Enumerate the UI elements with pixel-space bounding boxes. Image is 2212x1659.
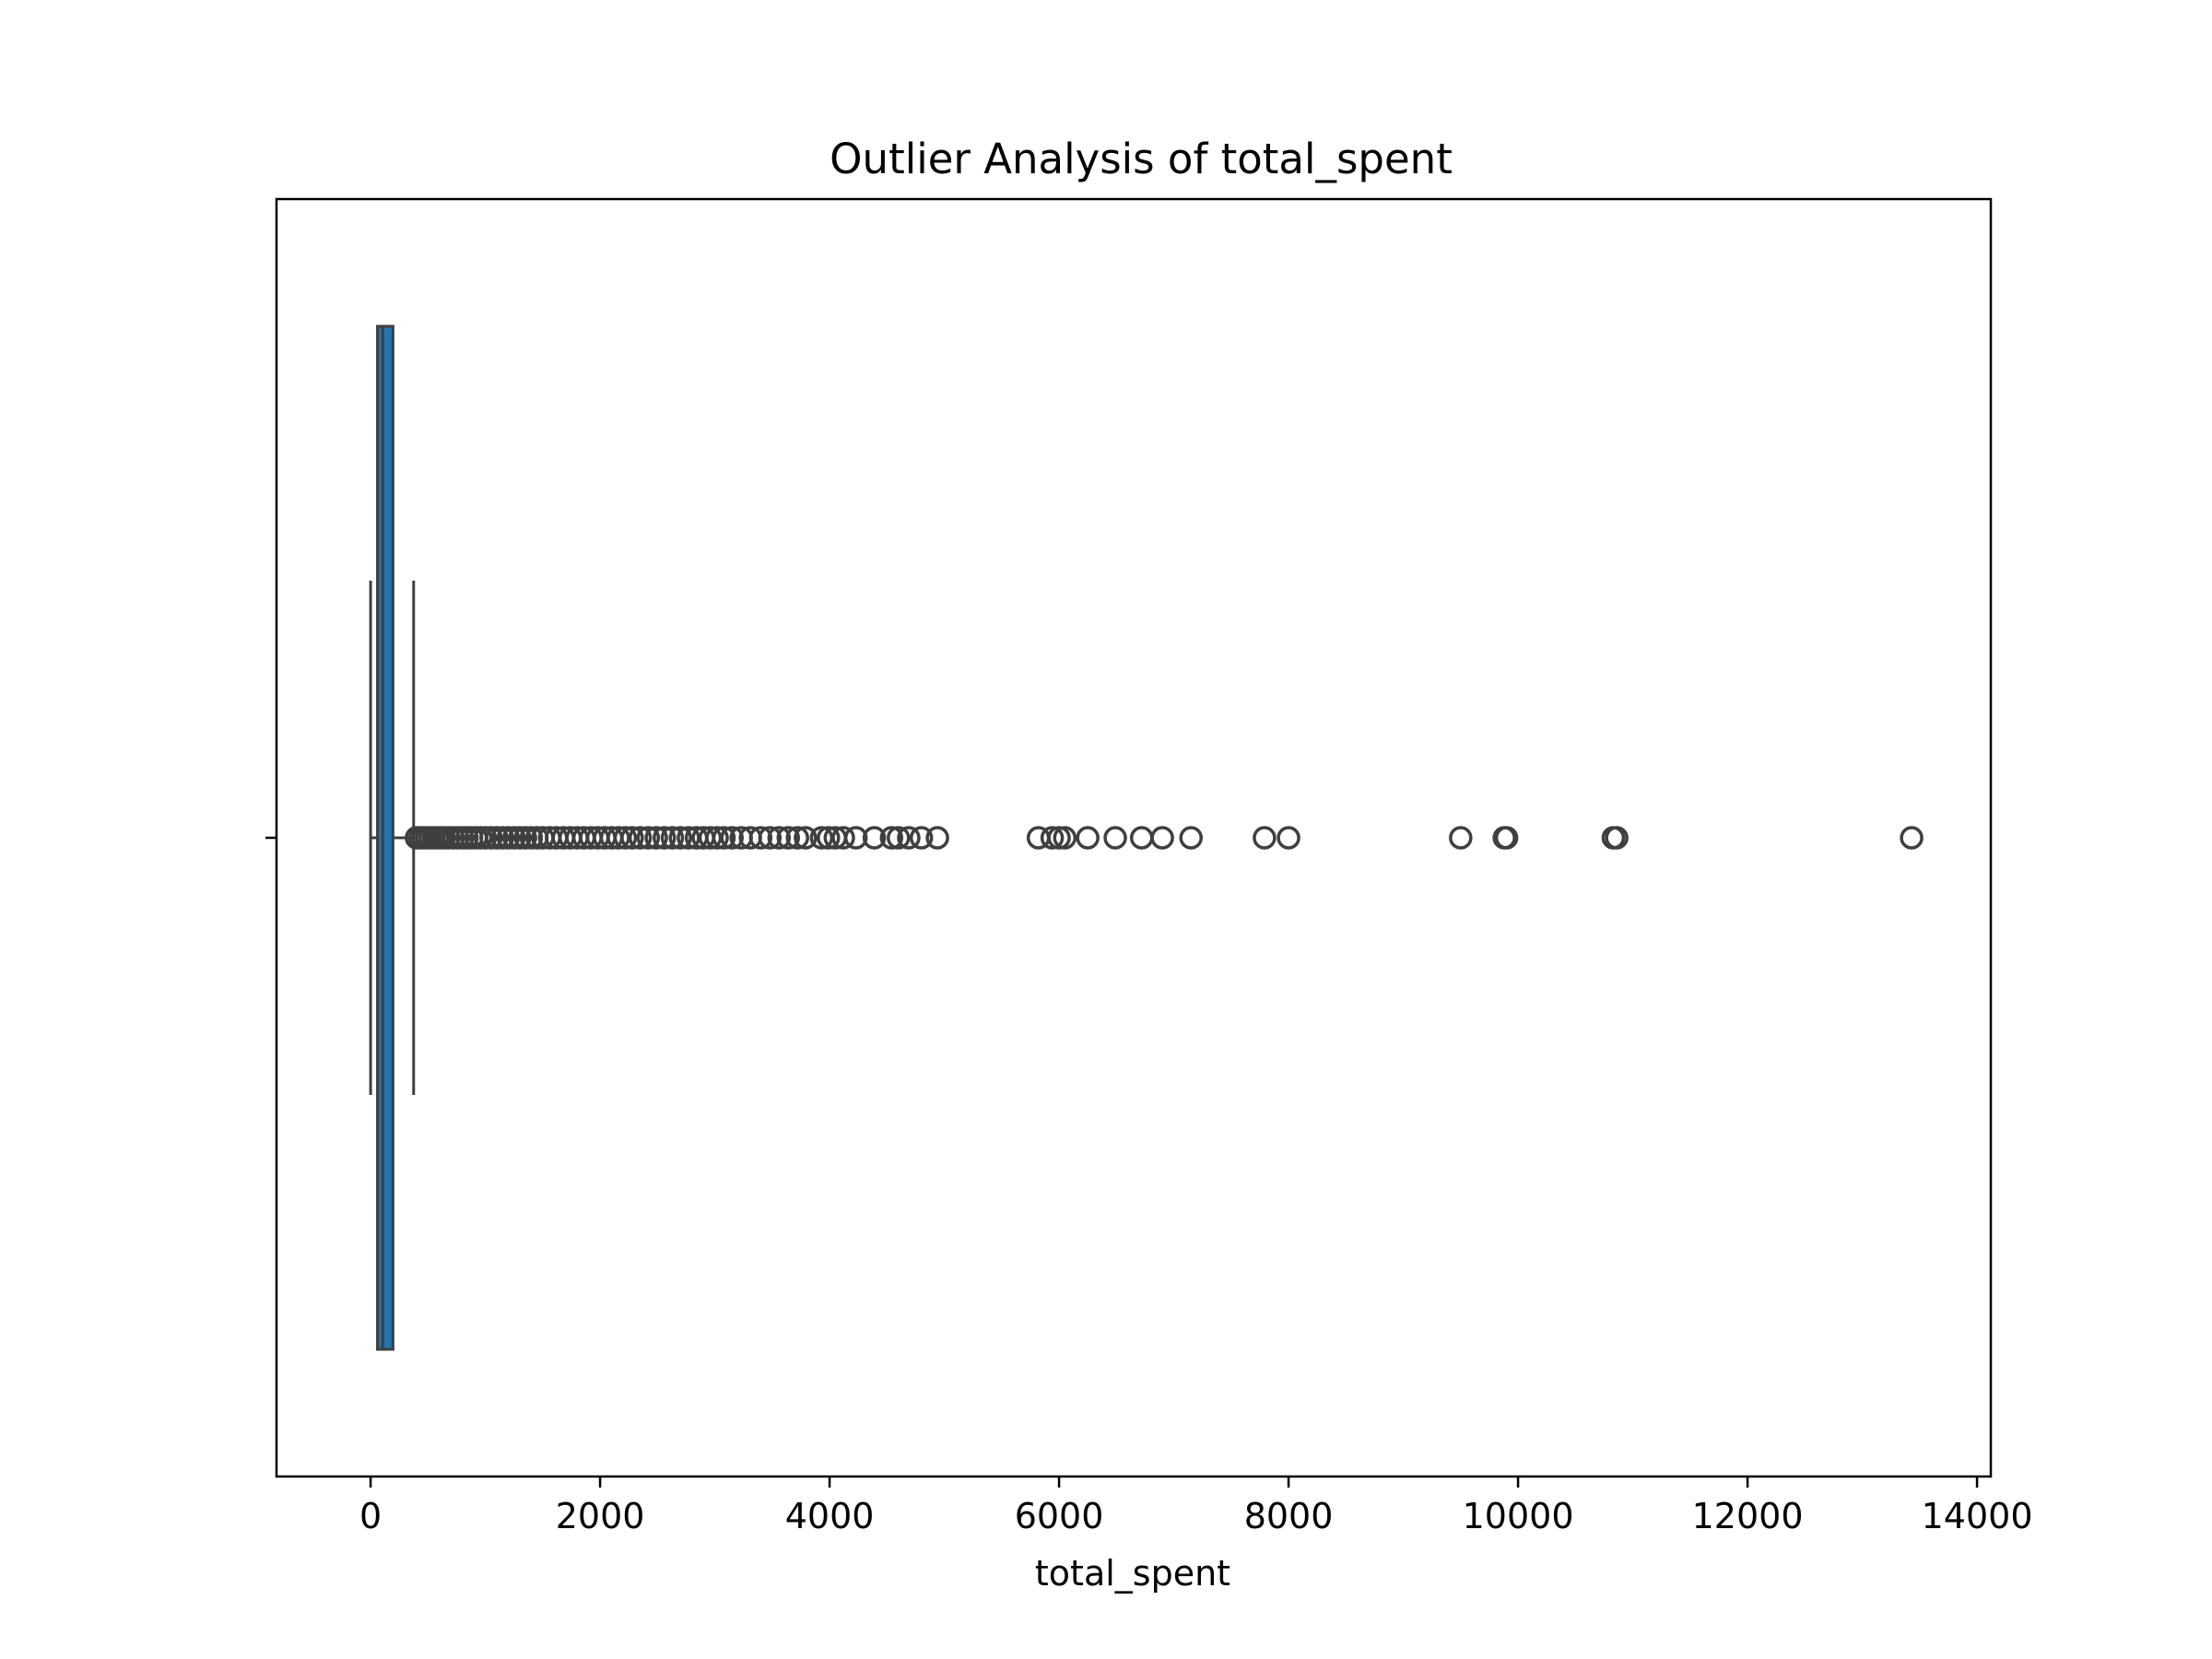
- outlier-point: [653, 826, 677, 850]
- outlier-point: [925, 826, 949, 850]
- outlier-point: [705, 826, 729, 850]
- outlier-point: [817, 826, 841, 850]
- x-tick-label: 0: [359, 1496, 382, 1536]
- x-tick-label: 10000: [1463, 1496, 1574, 1536]
- outlier-point: [1076, 826, 1100, 850]
- x-tick-label: 4000: [785, 1496, 875, 1536]
- outlier-point: [1900, 826, 1924, 850]
- outlier-point: [879, 826, 904, 850]
- outlier-point: [1494, 826, 1519, 850]
- iqr-box: [376, 324, 394, 1351]
- outlier-point: [644, 826, 668, 850]
- outlier-point: [668, 826, 692, 850]
- x-tick-label: 8000: [1244, 1496, 1334, 1536]
- outlier-point: [785, 826, 809, 850]
- chart-title: Outlier Analysis of total_spent: [830, 135, 1453, 183]
- outlier-point: [1277, 826, 1300, 850]
- x-tick-label: 14000: [1922, 1496, 2033, 1536]
- outlier-point: [1179, 826, 1203, 850]
- outlier-point: [712, 826, 736, 850]
- x-axis: 0 2000 4000 6000 8000 10000 12000 14000: [359, 1477, 2033, 1536]
- outlier-point: [1129, 826, 1154, 850]
- outlier-point: [620, 826, 644, 850]
- outlier-point: [1040, 826, 1065, 850]
- outlier-point: [660, 826, 685, 850]
- outlier-point: [613, 826, 638, 850]
- outlier-point: [767, 826, 792, 850]
- plot-marks: [369, 324, 1924, 1351]
- x-tick-label: 2000: [556, 1496, 645, 1536]
- outlier-point: [1150, 826, 1174, 850]
- outlier-point: [794, 826, 818, 850]
- outlier-point: [1053, 826, 1077, 850]
- outlier-point: [1449, 826, 1473, 850]
- outlier-point: [1253, 826, 1277, 850]
- outlier-point: [636, 826, 661, 850]
- outlier-point: [909, 826, 934, 850]
- outlier-point: [720, 826, 745, 850]
- outlier-point: [843, 826, 868, 850]
- outlier-point: [1103, 826, 1127, 850]
- outlier-point: [776, 826, 801, 850]
- outlier-point: [887, 826, 911, 850]
- outlier-point: [897, 826, 921, 850]
- x-axis-label: total_spent: [1035, 1553, 1230, 1594]
- outlier-point: [831, 826, 855, 850]
- outlier-point: [1605, 826, 1629, 850]
- outlier-point: [748, 826, 773, 850]
- outlier-point: [862, 826, 887, 850]
- x-tick-label: 12000: [1692, 1496, 1804, 1536]
- x-tick-label: 6000: [1015, 1496, 1104, 1536]
- outlier-point: [758, 826, 782, 850]
- outlier-point: [628, 826, 653, 850]
